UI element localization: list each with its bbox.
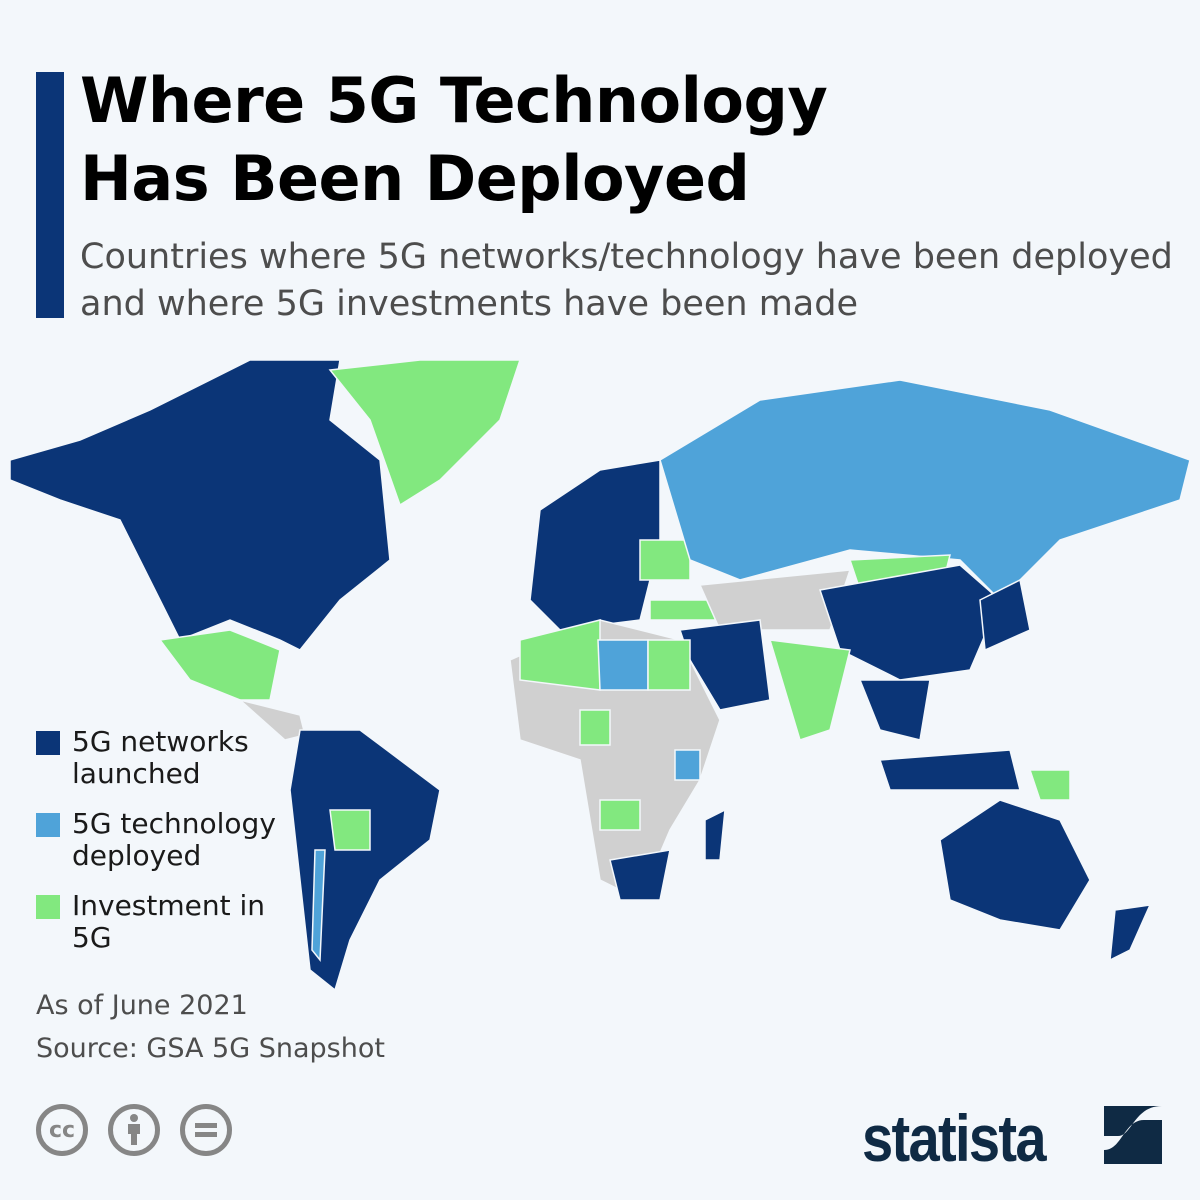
world-map bbox=[9, 359, 1191, 992]
source-note: Source: GSA 5G Snapshot bbox=[36, 1033, 385, 1064]
region-bolivia bbox=[329, 809, 371, 851]
title-accent-bar bbox=[36, 72, 64, 318]
cc-icon[interactable]: cc bbox=[36, 1104, 88, 1156]
region-madagascar bbox=[704, 808, 726, 861]
region-australia bbox=[939, 799, 1091, 931]
region-papua-new-guinea bbox=[1028, 769, 1071, 801]
attribution-icon[interactable] bbox=[108, 1104, 160, 1156]
legend-item-launched: 5G networks launched bbox=[36, 726, 292, 790]
statista-logo[interactable]: statista bbox=[862, 1100, 1162, 1176]
region-angola bbox=[599, 799, 641, 831]
region-south-america bbox=[289, 729, 441, 992]
statista-mark-icon bbox=[1104, 1106, 1162, 1164]
page-title: Where 5G Technology Has Been Deployed bbox=[80, 62, 828, 218]
legend-swatch-navy bbox=[36, 731, 60, 755]
subtitle: Countries where 5G networks/technology h… bbox=[80, 237, 1173, 324]
region-indonesia bbox=[878, 749, 1021, 791]
title-line-2: Has Been Deployed bbox=[80, 142, 750, 215]
legend-swatch-lightblue bbox=[36, 813, 60, 837]
region-ukraine bbox=[639, 539, 691, 581]
region-southeast-asia bbox=[858, 679, 931, 741]
legend-label: 5G technology deployed bbox=[72, 807, 276, 872]
legend-item-deployed: 5G technology deployed bbox=[36, 808, 292, 872]
region-japan-korea bbox=[979, 578, 1031, 652]
region-russia bbox=[659, 379, 1191, 602]
region-egypt bbox=[647, 639, 691, 691]
region-north-africa bbox=[519, 619, 601, 691]
title-line-1: Where 5G Technology bbox=[80, 64, 828, 137]
legend-swatch-green bbox=[36, 895, 60, 919]
region-india bbox=[768, 639, 851, 741]
region-mexico bbox=[158, 629, 281, 701]
legend: 5G networks launched 5G technology deplo… bbox=[36, 726, 292, 972]
as-of-note: As of June 2021 bbox=[36, 990, 248, 1021]
brand-name: statista bbox=[862, 1101, 1047, 1175]
region-greenland bbox=[328, 359, 522, 507]
legend-label: 5G networks launched bbox=[72, 725, 249, 790]
legend-item-investment: Investment in 5G bbox=[36, 890, 292, 954]
region-kenya bbox=[674, 749, 701, 781]
region-libya bbox=[597, 639, 649, 691]
region-chile-coast bbox=[311, 849, 326, 963]
region-central-asia bbox=[698, 569, 852, 631]
region-nigeria bbox=[579, 709, 611, 746]
region-new-zealand bbox=[1109, 904, 1152, 962]
region-north-america bbox=[9, 359, 391, 651]
no-derivatives-icon[interactable] bbox=[180, 1104, 232, 1156]
legend-label: Investment in 5G bbox=[72, 889, 266, 954]
region-south-africa bbox=[609, 849, 671, 901]
